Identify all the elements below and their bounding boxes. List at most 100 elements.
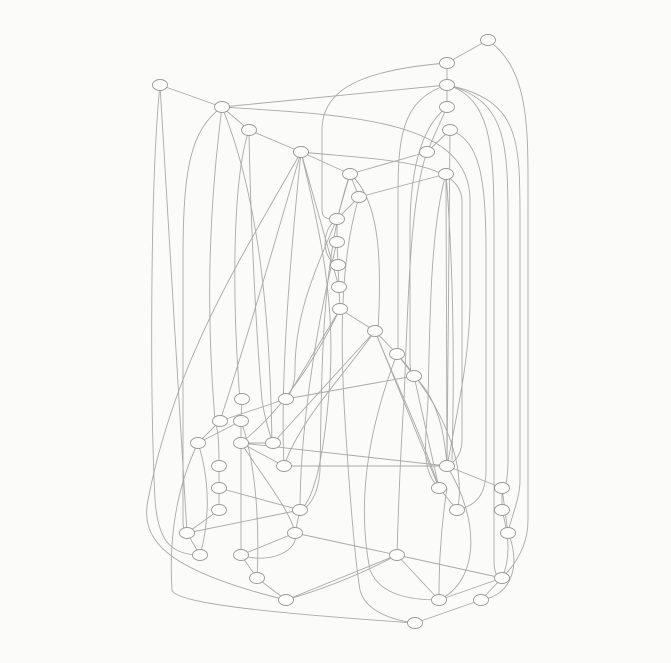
graph-edge [413, 375, 448, 467]
graph-node [389, 348, 405, 360]
graph-node [419, 146, 435, 158]
graph-edge [445, 173, 454, 461]
graph-edge [299, 241, 338, 511]
graph-node [406, 370, 422, 382]
graph-node [494, 482, 510, 494]
graph-edge [413, 375, 440, 489]
graph-node [292, 504, 308, 516]
graph-edge [285, 554, 398, 601]
graph-edge [445, 173, 448, 467]
graph-edge [396, 554, 503, 579]
graph-edge [240, 532, 296, 556]
graph-edge [234, 129, 250, 401]
graph-edge [248, 129, 302, 153]
graph-edge [240, 532, 296, 559]
graph-edge [425, 173, 447, 489]
graph-node [439, 101, 455, 113]
graph-node [494, 504, 510, 516]
graph-edge [197, 420, 242, 444]
graph-edge [282, 151, 302, 467]
graph-edge [446, 39, 489, 64]
graph-node [249, 572, 265, 584]
graph-node [211, 482, 227, 494]
graph-edge [446, 84, 521, 534]
graph-edge [446, 129, 451, 467]
graph-edge [438, 487, 448, 601]
graph-node [241, 124, 257, 136]
graph-node [293, 146, 309, 158]
graph-edge [170, 442, 416, 624]
graph-edge [449, 129, 487, 511]
graph-node [211, 460, 227, 472]
graph-edge [480, 532, 515, 601]
graph-node [214, 101, 230, 113]
graph-node [330, 259, 346, 271]
graph-node [431, 594, 447, 606]
graph-edge [397, 84, 448, 354]
graph-edge [283, 330, 376, 467]
graph-node [449, 504, 465, 516]
graph-edge [438, 465, 472, 601]
graph-edge [221, 106, 471, 467]
graph-node [192, 549, 208, 561]
graph-node [480, 34, 496, 46]
graph-edge [299, 173, 351, 511]
graph-edge [272, 330, 376, 444]
graph-edge [396, 554, 440, 601]
graph-node [351, 191, 367, 203]
graph-edge [363, 353, 440, 601]
graph-edge [446, 84, 509, 489]
graph-node [332, 303, 348, 315]
graph-edge [146, 151, 302, 601]
graph-node [494, 572, 510, 584]
graph-node [331, 281, 347, 293]
graph-edge [159, 84, 188, 534]
graph-edge [285, 308, 341, 400]
graph-edge [349, 151, 428, 175]
graph-edges [146, 39, 529, 624]
graph-edge [240, 308, 341, 444]
graph-node [367, 325, 383, 337]
graph-node [179, 527, 195, 539]
graph-node [407, 617, 423, 629]
graph-node [439, 460, 455, 472]
graph-edge [358, 173, 447, 198]
graph-node [329, 236, 345, 248]
graph-edge [349, 173, 380, 332]
graph-edge [285, 554, 398, 601]
graph-edge [300, 151, 463, 467]
graph-node [439, 57, 455, 69]
graph-node [278, 393, 294, 405]
graph-node [342, 168, 358, 180]
graph-edge [374, 330, 440, 489]
graph-edge [285, 218, 338, 400]
graph-node [152, 79, 168, 91]
graph-node [500, 527, 516, 539]
graph-edge [248, 129, 274, 444]
graph-edge [240, 420, 259, 579]
graph-edge [151, 84, 201, 556]
graph-node [190, 437, 206, 449]
graph-edge [299, 151, 332, 511]
graph-edge [219, 151, 302, 422]
graph-node [439, 79, 455, 91]
graph-edge [294, 532, 398, 556]
graph-node [211, 504, 227, 516]
graph-edge [221, 106, 273, 444]
graph-edge [240, 442, 296, 534]
graph-edge [221, 84, 448, 108]
graph-edge [414, 599, 482, 624]
graph-node [329, 213, 345, 225]
graph-edge [300, 151, 351, 175]
graph-node [389, 549, 405, 561]
graph-edge [218, 487, 301, 511]
graph-edge [341, 196, 416, 624]
graph-edge [197, 442, 208, 556]
graph-edge [396, 151, 428, 556]
graph-edge [321, 62, 448, 220]
graph-edge [209, 106, 223, 467]
graph-edge [501, 509, 509, 579]
graph-node [431, 482, 447, 494]
graph-node [212, 415, 228, 427]
